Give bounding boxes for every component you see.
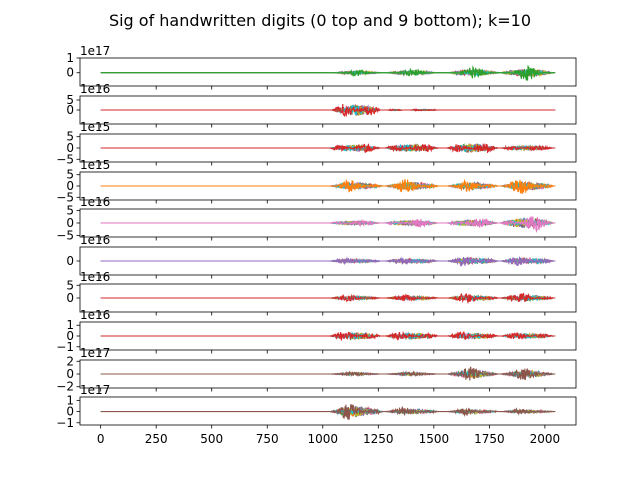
series-group (100, 216, 556, 234)
series-line-3 (100, 103, 556, 117)
subplot-stack: 101e17501e1650−51e1550−51e1550−51e1601e1… (56, 44, 577, 446)
y-offset-label: 1e17 (80, 44, 110, 58)
y-tick-label: 2 (66, 354, 74, 368)
series-line-3 (100, 292, 556, 305)
series-line-1 (100, 178, 556, 195)
y-tick-label: 1 (66, 393, 74, 407)
x-tick-label: 0 (97, 432, 105, 446)
subplot-digit-1: 50 1e16 (66, 82, 577, 128)
y-tick-label: 5 (66, 278, 74, 292)
series-group (100, 330, 556, 341)
subplot-digit-8: 20−2 1e17 (56, 346, 577, 394)
x-tick-label: 1750 (474, 432, 505, 446)
x-tick-label: 1000 (308, 432, 339, 446)
y-tick-label: 0 (66, 216, 74, 230)
y-offset-label: 1e16 (80, 308, 110, 322)
subplot-digit-5: 0 1e16 (66, 233, 577, 279)
series-line-3 (100, 330, 556, 341)
y-tick-label: 5 (66, 168, 74, 182)
chart-title: Sig of handwritten digits (0 top and 9 b… (109, 11, 531, 30)
y-offset-label: 1e16 (80, 195, 110, 209)
series-group (100, 292, 556, 305)
subplot-digit-4: 50−5 1e16 (56, 195, 577, 243)
y-offset-label: 1e17 (80, 383, 110, 397)
y-offset-label: 1e16 (80, 270, 110, 284)
series-line-5 (100, 366, 556, 381)
x-tick-label: 1500 (419, 432, 450, 446)
y-tick-label: 0 (66, 367, 74, 381)
x-tick-label: 2000 (530, 432, 561, 446)
y-tick-label: 0 (66, 254, 74, 268)
y-offset-label: 1e16 (80, 82, 110, 96)
series-group (100, 143, 556, 154)
series-group (100, 178, 556, 195)
y-tick-label: 0 (66, 141, 74, 155)
y-tick-label: −5 (56, 229, 74, 243)
y-offset-label: 1e15 (80, 120, 110, 134)
y-tick-label: 5 (66, 130, 74, 144)
series-group (100, 366, 556, 381)
axes-frame (79, 396, 577, 426)
x-tick-label: 1250 (363, 432, 394, 446)
series-line-4 (100, 255, 556, 267)
y-tick-label: 0 (66, 103, 74, 117)
series-line-5 (100, 404, 556, 420)
series-line-3 (100, 143, 556, 153)
y-tick-label: 0 (66, 179, 74, 193)
y-offset-label: 1e17 (80, 346, 110, 360)
x-tick-label: 750 (256, 432, 279, 446)
y-tick-label: 0 (66, 291, 74, 305)
y-offset-label: 1e16 (80, 233, 110, 247)
subplot-digit-0: 10 1e17 (66, 44, 577, 90)
subplot-digit-2: 50−5 1e15 (56, 120, 577, 166)
series-group (100, 255, 556, 267)
y-tick-label: 5 (66, 204, 74, 218)
subplot-digit-6: 50 1e16 (66, 270, 577, 316)
series-line-2 (100, 65, 556, 81)
series-group (100, 65, 556, 81)
y-tick-label: −5 (56, 190, 74, 204)
y-tick-label: −1 (56, 416, 74, 430)
y-tick-label: 0 (66, 66, 74, 80)
y-offset-label: 1e15 (80, 158, 110, 172)
y-tick-label: 1 (66, 318, 74, 332)
series-line-6 (100, 216, 556, 234)
y-tick-label: −5 (56, 152, 74, 166)
y-tick-label: 0 (66, 329, 74, 343)
series-group (100, 404, 556, 420)
y-tick-label: −1 (56, 340, 74, 354)
series-group (100, 103, 556, 117)
y-tick-label: 1 (66, 51, 74, 65)
y-tick-label: −2 (56, 380, 74, 394)
subplot-digit-7: 10−1 1e16 (56, 308, 577, 354)
axes-frame (79, 57, 577, 87)
subplot-digit-3: 50−5 1e15 (56, 158, 577, 204)
y-tick-label: 5 (66, 93, 74, 107)
x-tick-label: 250 (145, 432, 168, 446)
y-tick-label: 0 (66, 405, 74, 419)
x-tick-label: 500 (200, 432, 223, 446)
